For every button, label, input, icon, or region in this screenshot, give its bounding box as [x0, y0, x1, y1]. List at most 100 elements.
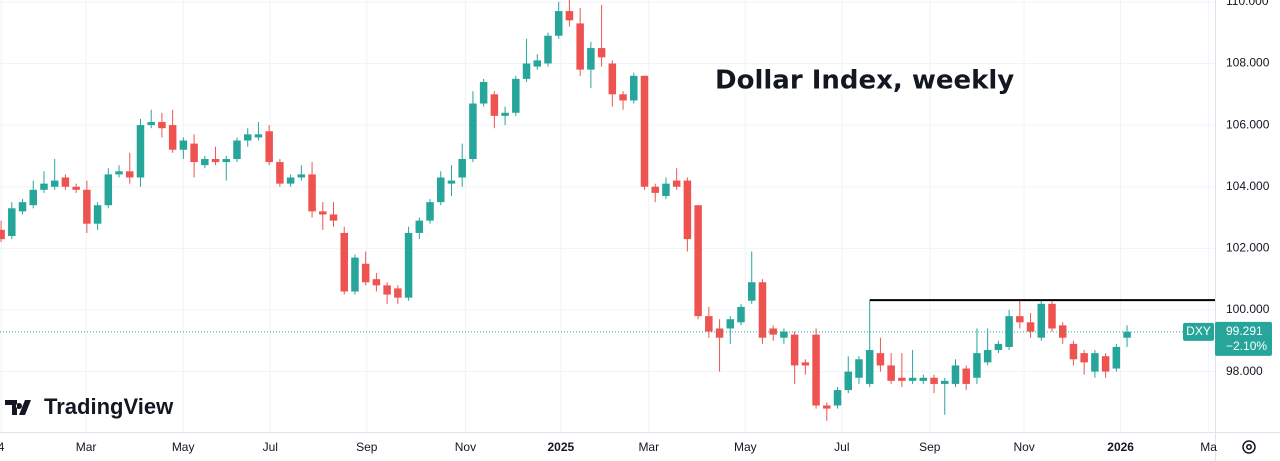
candle-body: [554, 11, 563, 36]
candle-body: [254, 134, 263, 138]
candle-body: [126, 171, 134, 178]
y-tick-label: 104.000: [1226, 179, 1270, 193]
x-tick-label: Ma: [1200, 440, 1217, 454]
x-tick-label: Jul: [263, 440, 278, 454]
candle-body: [962, 368, 970, 384]
candle-body: [983, 350, 992, 363]
candle-body: [951, 365, 960, 384]
candle-body: [780, 331, 788, 338]
candle-body: [812, 334, 820, 406]
candle-body: [630, 75, 638, 101]
candle-body: [479, 81, 488, 104]
candle-body: [522, 63, 531, 79]
candle-body: [190, 143, 198, 163]
candle-body: [394, 288, 402, 298]
last-price-box: [1215, 321, 1272, 356]
candle-body: [104, 174, 113, 206]
candle-body: [855, 359, 863, 378]
candle-body: [973, 353, 981, 378]
candle-body: [222, 158, 231, 163]
candle-body: [1005, 316, 1013, 347]
candle-body: [1112, 346, 1121, 369]
settings-icon[interactable]: [1242, 440, 1256, 454]
candle-body: [672, 180, 681, 187]
candle-body: [276, 162, 284, 184]
x-tick-label: Sep: [356, 440, 378, 454]
candle-body: [705, 316, 713, 332]
candle-body: [351, 257, 359, 292]
candle-body: [683, 180, 692, 240]
candle-body: [18, 202, 27, 212]
candle-body: [40, 183, 48, 190]
candle-body: [286, 177, 295, 184]
candle-body: [533, 60, 542, 67]
x-tick-label: May: [734, 440, 757, 454]
symbol-box: [1183, 322, 1214, 341]
candle-body: [747, 282, 756, 301]
candle-body: [1026, 322, 1035, 332]
candle-body: [361, 263, 370, 283]
change-label: −2.10%: [1226, 339, 1267, 353]
candle-body: [308, 174, 316, 212]
x-tick-label: May: [172, 440, 195, 454]
y-tick-label: 108.000: [1226, 56, 1270, 70]
candle-body: [608, 63, 617, 95]
x-tick-label: Sep: [919, 440, 941, 454]
candle-body: [458, 158, 466, 178]
candle-body: [790, 334, 799, 366]
candle-body: [726, 319, 735, 329]
candle-body: [415, 220, 424, 233]
y-tick-label: 106.000: [1226, 117, 1270, 131]
candle-body: [662, 183, 670, 196]
last-price-label: 99.291: [1226, 324, 1263, 338]
candle-body: [469, 103, 477, 159]
y-tick-label: 102.000: [1226, 241, 1270, 255]
candle-body: [179, 140, 188, 150]
x-tick-label: Jul: [834, 440, 849, 454]
candle-body: [844, 371, 853, 391]
candle-body: [0, 229, 5, 240]
symbol-label: DXY: [1186, 324, 1211, 338]
x-tick-label: Nov: [1013, 440, 1034, 454]
candle-body: [83, 189, 91, 224]
candle-body: [136, 125, 145, 178]
y-tick-label: 100.000: [1226, 302, 1270, 316]
candle-body: [297, 174, 306, 178]
candle-body: [833, 390, 842, 406]
candle-body: [211, 158, 220, 163]
candle-body: [619, 94, 627, 101]
candle-body: [908, 377, 917, 381]
candle-body: [329, 214, 338, 221]
candle-body: [426, 202, 434, 221]
candle-body: [243, 134, 252, 141]
candle-body: [930, 377, 938, 384]
candle-body: [651, 186, 659, 193]
candle-body: [801, 362, 810, 366]
y-tick-label: 98.000: [1226, 364, 1263, 378]
candle-body: [565, 11, 574, 21]
candle-body: [490, 94, 499, 116]
candle-body: [404, 232, 413, 298]
x-tick-label: 2026: [1107, 440, 1134, 454]
candle-body: [737, 306, 745, 323]
candle-body: [8, 208, 16, 237]
x-tick-label: 4: [0, 440, 5, 454]
chart-title: Dollar Index, weekly: [715, 66, 1014, 96]
candle-body: [168, 125, 177, 150]
candle-body: [158, 122, 166, 129]
candle-body: [50, 180, 59, 187]
candle-body: [887, 365, 895, 381]
candle-body: [512, 78, 520, 113]
candle-body: [233, 140, 241, 159]
candle-body: [1016, 316, 1024, 323]
candle-body: [319, 211, 327, 215]
x-tick-label: 2025: [548, 440, 575, 454]
candle-body: [941, 380, 949, 384]
candle-body: [694, 205, 702, 317]
candle-body: [383, 285, 391, 295]
candle-body: [115, 171, 123, 175]
candle-body: [865, 350, 874, 384]
y-tick-label: 110.000: [1226, 0, 1269, 8]
candle-body: [1048, 303, 1056, 329]
